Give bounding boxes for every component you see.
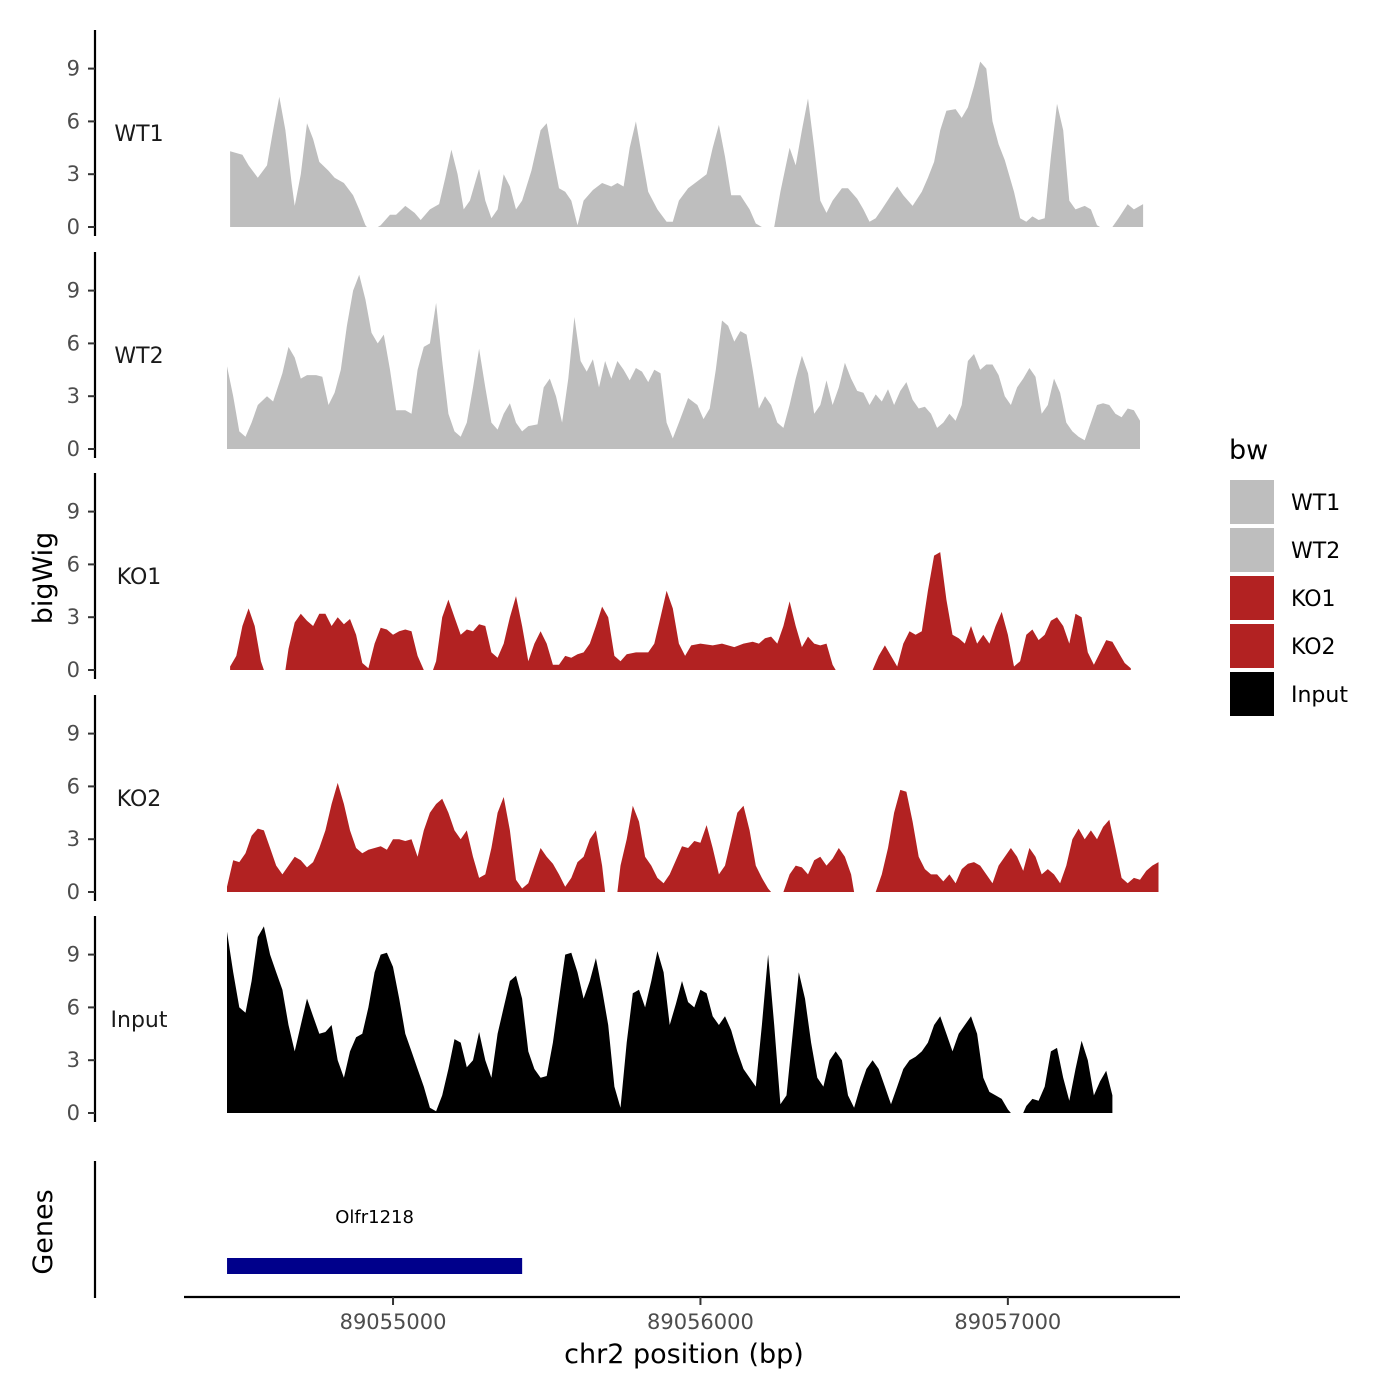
legend-key-wt1	[1230, 480, 1274, 524]
gene-label-olfr1218: Olfr1218	[335, 1207, 414, 1228]
x-tick-label-89057000: 89057000	[954, 1310, 1061, 1334]
signal-tracks: 0 3 6 9 WT1 0 3 6 9 WT2 0 3 6 9 KO1 0 3 6 9 KO2 0 3 6 9 Input	[67, 30, 1159, 1125]
area-ko1-segment-1	[285, 613, 424, 670]
y-tick-label-input-6: 6	[67, 995, 80, 1019]
legend-label-wt2: WT2	[1291, 539, 1340, 564]
track-label-input: Input	[111, 1008, 168, 1033]
gene-track: Olfr1218	[93, 1161, 523, 1298]
track-label-ko2: KO2	[117, 787, 162, 812]
area-input-segment-1	[1023, 1040, 1113, 1113]
track-wt2: 0 3 6 9 WT2	[67, 252, 1140, 461]
y-tick-label-wt1-0: 0	[67, 215, 80, 239]
track-input: 0 3 6 9 Input	[67, 916, 1113, 1125]
legend-label-input: Input	[1291, 683, 1348, 708]
track-wt1: 0 3 6 9 WT1	[67, 30, 1144, 239]
y-tick-label-ko2-9: 9	[67, 722, 80, 746]
y-tick-label-wt2-6: 6	[67, 331, 80, 355]
legend-key-ko2	[1230, 624, 1274, 668]
track-ko2: 0 3 6 9 KO2	[67, 695, 1159, 904]
track-ko1: 0 3 6 9 KO1	[67, 473, 1131, 682]
y-tick-label-wt1-9: 9	[67, 57, 80, 81]
x-axis-title: chr2 position (bp)	[564, 1339, 804, 1370]
area-wt1-segment-0	[230, 96, 367, 227]
area-ko1-segment-0	[230, 608, 264, 670]
x-tick-label-89055000: 89055000	[340, 1310, 447, 1334]
y-tick-label-ko2-0: 0	[67, 880, 80, 904]
y-tick-label-ko1-0: 0	[67, 658, 80, 682]
y-tick-label-ko2-6: 6	[67, 774, 80, 798]
area-ko2-segment-2	[783, 848, 855, 892]
legend-title: bw	[1229, 435, 1268, 466]
y-tick-label-input-3: 3	[67, 1048, 80, 1072]
y-tick-label-input-9: 9	[67, 943, 80, 967]
y-tick-label-wt2-0: 0	[67, 437, 80, 461]
y-tick-label-ko1-9: 9	[67, 500, 80, 524]
y-tick-label-ko2-3: 3	[67, 827, 80, 851]
legend-label-wt1: WT1	[1291, 491, 1340, 516]
y-tick-label-wt1-6: 6	[67, 109, 80, 133]
area-wt2-segment-0	[227, 274, 1140, 449]
y-tick-label-ko1-6: 6	[67, 552, 80, 576]
y-tick-label-wt1-3: 3	[67, 162, 80, 186]
x-tick-label-89056000: 89056000	[647, 1310, 754, 1334]
y-tick-label-wt2-3: 3	[67, 384, 80, 408]
area-wt1-segment-2	[774, 61, 1101, 227]
gene-bar-olfr1218	[227, 1258, 523, 1274]
legend-key-wt2	[1230, 528, 1274, 572]
area-wt1-segment-3	[1112, 204, 1144, 227]
x-axis: 89055000 89056000 89057000	[184, 1295, 1180, 1334]
y-tick-label-input-0: 0	[67, 1101, 80, 1125]
legend-key-ko1	[1230, 576, 1274, 620]
area-input-segment-0	[227, 926, 1011, 1113]
legend-key-input	[1230, 672, 1274, 716]
legend: bw WT1 WT2 KO1 KO2 Input	[1229, 435, 1348, 716]
area-ko2-segment-3	[875, 789, 1159, 892]
y-tick-label-wt2-9: 9	[67, 279, 80, 303]
area-ko1-segment-2	[433, 590, 836, 670]
track-label-wt2: WT2	[114, 344, 163, 369]
genes-axis-title: Genes	[28, 1189, 59, 1274]
y-axis-title: bigWig	[28, 532, 59, 625]
area-ko2-segment-0	[227, 782, 606, 892]
area-ko2-segment-1	[617, 805, 772, 892]
area-wt1-segment-1	[377, 121, 762, 227]
legend-label-ko2: KO2	[1291, 635, 1336, 660]
area-ko1-segment-3	[872, 552, 1131, 670]
y-tick-label-ko1-3: 3	[67, 605, 80, 629]
track-label-ko1: KO1	[117, 565, 162, 590]
legend-label-ko1: KO1	[1291, 587, 1336, 612]
track-label-wt1: WT1	[114, 122, 163, 147]
